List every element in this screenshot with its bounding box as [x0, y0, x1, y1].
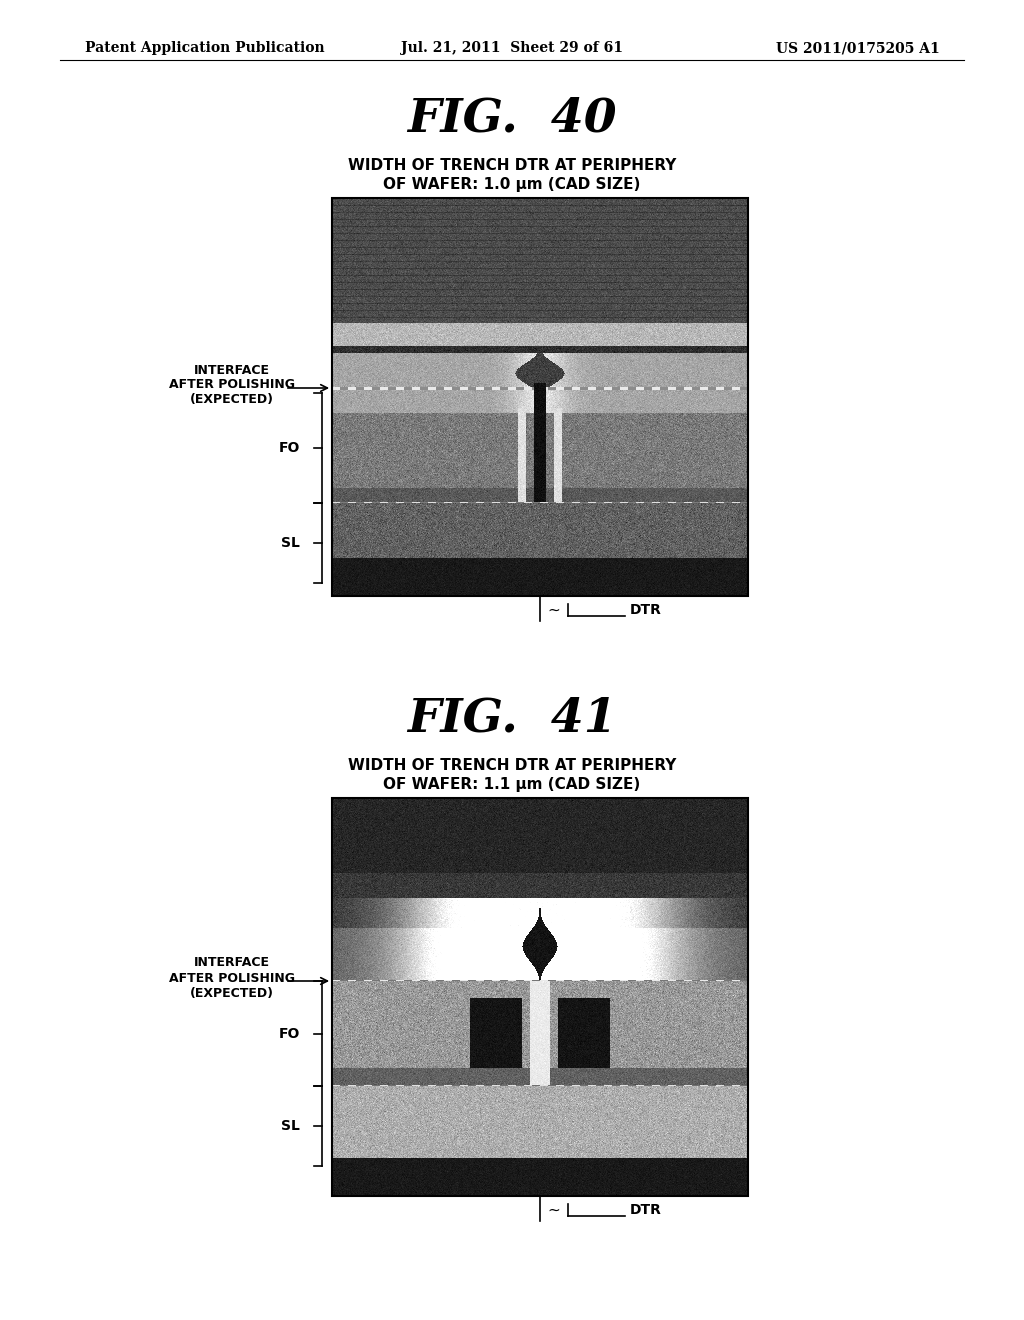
Text: SL: SL	[282, 536, 300, 550]
Text: FIG.  41: FIG. 41	[408, 696, 616, 741]
Text: INTERFACE: INTERFACE	[194, 957, 270, 969]
Bar	[332, 198, 748, 597]
Text: WIDTH OF TRENCH DTR AT PERIPHERY: WIDTH OF TRENCH DTR AT PERIPHERY	[348, 758, 676, 772]
Text: INTERFACE: INTERFACE	[194, 363, 270, 376]
Text: (EXPECTED): (EXPECTED)	[190, 986, 274, 999]
Text: Jul. 21, 2011  Sheet 29 of 61: Jul. 21, 2011 Sheet 29 of 61	[401, 41, 623, 55]
Text: US 2011/0175205 A1: US 2011/0175205 A1	[776, 41, 940, 55]
Text: DTR: DTR	[630, 603, 662, 616]
Text: ∼: ∼	[547, 602, 560, 618]
Text: FO: FO	[279, 1027, 300, 1040]
Text: AFTER POLISHING: AFTER POLISHING	[169, 972, 295, 985]
Bar	[332, 799, 748, 1196]
Text: SL: SL	[282, 1119, 300, 1133]
Text: ∼: ∼	[547, 1203, 560, 1217]
Text: FIG.  40: FIG. 40	[408, 95, 616, 141]
Text: WIDTH OF TRENCH DTR AT PERIPHERY: WIDTH OF TRENCH DTR AT PERIPHERY	[348, 157, 676, 173]
Text: OF WAFER: 1.0 μm (CAD SIZE): OF WAFER: 1.0 μm (CAD SIZE)	[383, 177, 641, 191]
Text: (EXPECTED): (EXPECTED)	[190, 393, 274, 407]
Text: Patent Application Publication: Patent Application Publication	[85, 41, 325, 55]
Text: FO: FO	[279, 441, 300, 455]
Text: OF WAFER: 1.1 μm (CAD SIZE): OF WAFER: 1.1 μm (CAD SIZE)	[383, 776, 641, 792]
Text: DTR: DTR	[630, 1203, 662, 1217]
Text: AFTER POLISHING: AFTER POLISHING	[169, 379, 295, 392]
